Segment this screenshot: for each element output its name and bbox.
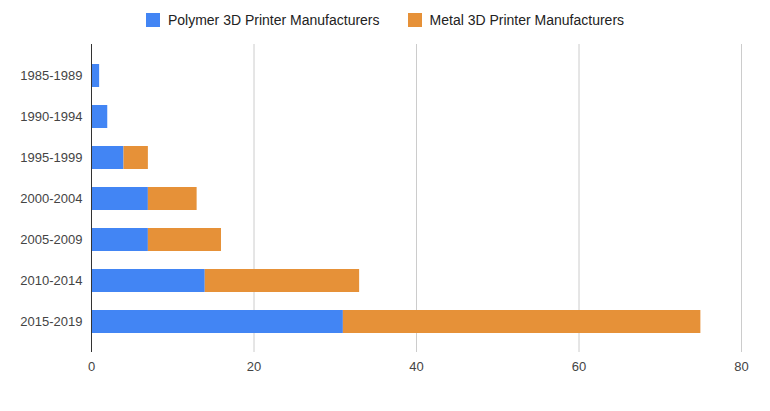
svg-text:2015-2019: 2015-2019 [20, 314, 82, 329]
svg-text:1995-1999: 1995-1999 [20, 150, 82, 165]
svg-text:40: 40 [409, 359, 423, 374]
svg-text:80: 80 [734, 359, 748, 374]
svg-text:1985-1989: 1985-1989 [20, 68, 82, 83]
svg-text:2010-2014: 2010-2014 [20, 273, 82, 288]
svg-text:0: 0 [88, 359, 95, 374]
html-text:Metal 3D Printer Manufacturers: Metal 3D Printer Manufacturers [429, 12, 625, 28]
svg-text:20: 20 [247, 359, 261, 374]
svg-text:2000-2004: 2000-2004 [20, 191, 82, 206]
html-text:Polymer 3D Printer Manufacture: Polymer 3D Printer Manufacturers [167, 12, 380, 28]
svg-text:2005-2009: 2005-2009 [20, 232, 82, 247]
svg-text:1990-1994: 1990-1994 [20, 109, 82, 124]
svg-text:60: 60 [572, 359, 586, 374]
